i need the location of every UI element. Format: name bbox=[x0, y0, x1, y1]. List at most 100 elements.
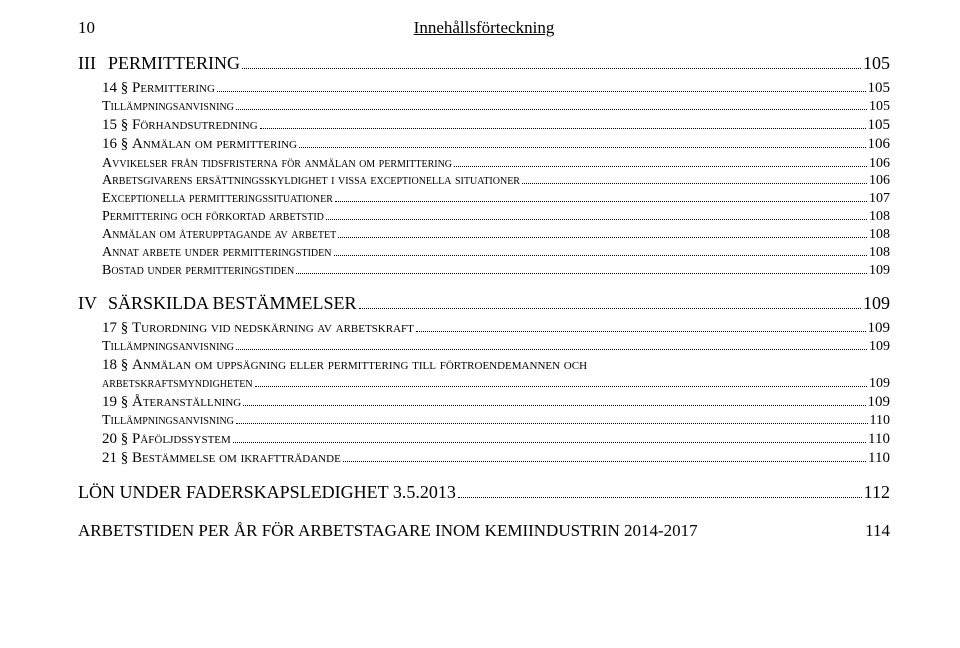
leader-dots bbox=[233, 442, 866, 443]
page-ref: 105 bbox=[863, 52, 890, 75]
page-ref: 109 bbox=[868, 319, 891, 338]
toc-entry: Tillämpningsanvisning 110 bbox=[78, 412, 890, 430]
entry-label: Anmälan om återupptagande av arbetet bbox=[102, 226, 336, 244]
section-title: LÖN UNDER FADERSKAPSLEDIGHET 3.5.2013 bbox=[78, 481, 456, 504]
leader-dots bbox=[243, 405, 865, 406]
toc-entry: 18 § Anmälan om uppsägning eller permitt… bbox=[78, 356, 890, 375]
section-number: 20 § bbox=[102, 430, 132, 449]
leader-dots bbox=[242, 68, 861, 69]
page-ref: 107 bbox=[869, 190, 890, 208]
entry-label: Exceptionella permitteringssituationer bbox=[102, 190, 333, 208]
leader-dots bbox=[416, 331, 866, 332]
leader-dots bbox=[522, 183, 867, 184]
toc-entry: 21 § Bestämmelse om ikraftträdande 110 bbox=[78, 449, 890, 468]
toc-section-heading: IV SÄRSKILDA BESTÄMMELSER 109 bbox=[78, 292, 890, 315]
header-title: Innehållsförteckning bbox=[414, 18, 555, 38]
entry-label: Anmälan om uppsägning eller permittering… bbox=[132, 356, 587, 375]
page-ref: 110 bbox=[870, 412, 890, 430]
roman-numeral: IV bbox=[78, 292, 108, 315]
toc-entry: Bostad under permitteringstiden 109 bbox=[78, 262, 890, 280]
toc-entry: Annat arbete under permitteringstiden 10… bbox=[78, 244, 890, 262]
entry-label: Tillämpningsanvisning bbox=[102, 338, 234, 356]
section-number: 15 § bbox=[102, 116, 132, 135]
toc-entry: 20 § Påföljdssystem 110 bbox=[78, 430, 890, 449]
section-title: SÄRSKILDA BESTÄMMELSER bbox=[108, 292, 357, 315]
entry-label: Annat arbete under permitteringstiden bbox=[102, 244, 332, 262]
leader-dots bbox=[458, 497, 862, 498]
toc-section-heading: III PERMITTERING 105 bbox=[78, 52, 890, 75]
toc-entry: Tillämpningsanvisning 109 bbox=[78, 338, 890, 356]
leader-dots bbox=[338, 237, 867, 238]
page-ref: 112 bbox=[864, 481, 890, 504]
entry-label: Permittering och förkortad arbetstid bbox=[102, 208, 324, 226]
leader-dots bbox=[335, 201, 867, 202]
leader-dots bbox=[343, 461, 866, 462]
page-ref: 109 bbox=[869, 375, 890, 393]
page-number: 10 bbox=[78, 18, 95, 38]
toc-entry-continuation: arbetskraftsmyndigheten 109 bbox=[78, 375, 890, 393]
entry-label: Anmälan om permittering bbox=[132, 135, 297, 154]
page-ref: 114 bbox=[865, 520, 890, 542]
entry-label: Förhandsutredning bbox=[132, 116, 258, 135]
page-ref: 105 bbox=[869, 98, 890, 116]
toc-entry: 15 § Förhandsutredning 105 bbox=[78, 116, 890, 135]
leader-dots bbox=[236, 109, 867, 110]
toc-entry: Permittering och förkortad arbetstid 108 bbox=[78, 208, 890, 226]
page-ref: 109 bbox=[863, 292, 890, 315]
page-ref: 105 bbox=[868, 79, 891, 98]
section-number: 17 § bbox=[102, 319, 132, 338]
page-ref: 106 bbox=[869, 172, 890, 190]
page-ref: 108 bbox=[869, 226, 890, 244]
leader-dots bbox=[454, 166, 867, 167]
entry-label: Bostad under permitteringstiden bbox=[102, 262, 294, 280]
toc-entry: 19 § Återanställning 109 bbox=[78, 393, 890, 412]
toc-entry: Anmälan om återupptagande av arbetet 108 bbox=[78, 226, 890, 244]
entry-label: Arbetsgivarens ersättningsskyldighet i v… bbox=[102, 172, 520, 190]
entry-label: Tillämpningsanvisning bbox=[102, 412, 234, 430]
section-number: 14 § bbox=[102, 79, 132, 98]
toc-section-heading: LÖN UNDER FADERSKAPSLEDIGHET 3.5.2013 11… bbox=[78, 481, 890, 504]
leader-dots bbox=[326, 219, 867, 220]
leader-dots bbox=[255, 386, 867, 387]
toc-entry: 17 § Turordning vid nedskärning av arbet… bbox=[78, 319, 890, 338]
leader-dots bbox=[334, 255, 868, 256]
entry-label: Bestämmelse om ikraftträdande bbox=[132, 449, 341, 468]
page-ref: 106 bbox=[869, 155, 890, 173]
section-number: 21 § bbox=[102, 449, 132, 468]
toc-entry: 16 § Anmälan om permittering 106 bbox=[78, 135, 890, 154]
roman-numeral: III bbox=[78, 52, 108, 75]
page-ref: 105 bbox=[868, 116, 891, 135]
section-title: ARBETSTIDEN PER ÅR FÖR ARBETSTAGARE INOM… bbox=[78, 520, 698, 542]
leader-dots bbox=[236, 423, 868, 424]
entry-label: Permittering bbox=[132, 79, 215, 98]
leader-dots bbox=[217, 91, 866, 92]
page-ref: 110 bbox=[868, 449, 890, 468]
section-number: 16 § bbox=[102, 135, 132, 154]
toc-section-heading: ARBETSTIDEN PER ÅR FÖR ARBETSTAGARE INOM… bbox=[78, 520, 890, 542]
section-number: 18 § bbox=[102, 356, 132, 375]
section-title: PERMITTERING bbox=[108, 52, 240, 75]
page-ref: 109 bbox=[869, 338, 890, 356]
toc-entry: Exceptionella permitteringssituationer 1… bbox=[78, 190, 890, 208]
toc-entry: Arbetsgivarens ersättningsskyldighet i v… bbox=[78, 172, 890, 190]
entry-label: arbetskraftsmyndigheten bbox=[102, 375, 253, 393]
entry-label: Avvikelser från tidsfristerna för anmäla… bbox=[102, 155, 452, 173]
leader-dots bbox=[359, 308, 861, 309]
toc-entry: Tillämpningsanvisning 105 bbox=[78, 98, 890, 116]
page-ref: 110 bbox=[868, 430, 890, 449]
page-header: 10 Innehållsförteckning 10 bbox=[78, 18, 890, 38]
page-ref: 109 bbox=[868, 393, 891, 412]
page-ref: 109 bbox=[869, 262, 890, 280]
leader-dots bbox=[260, 128, 866, 129]
leader-dots bbox=[236, 349, 867, 350]
entry-label: Turordning vid nedskärning av arbetskraf… bbox=[132, 319, 414, 338]
toc-entry: Avvikelser från tidsfristerna för anmäla… bbox=[78, 155, 890, 173]
page-ref: 106 bbox=[868, 135, 891, 154]
leader-dots bbox=[299, 147, 866, 148]
page-ref: 108 bbox=[869, 208, 890, 226]
section-number: 19 § bbox=[102, 393, 132, 412]
leader-dots bbox=[296, 273, 867, 274]
entry-label: Påföljdssystem bbox=[132, 430, 231, 449]
entry-label: Tillämpningsanvisning bbox=[102, 98, 234, 116]
entry-label: Återanställning bbox=[132, 393, 241, 412]
